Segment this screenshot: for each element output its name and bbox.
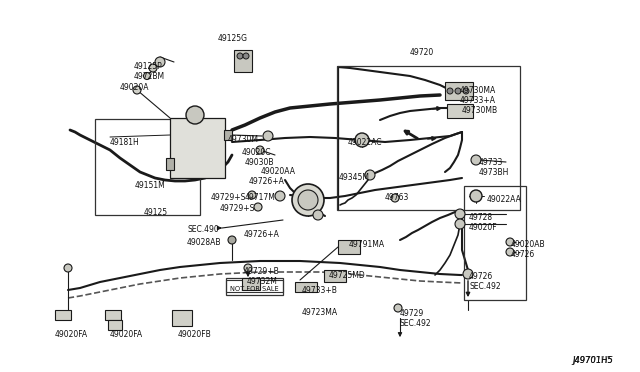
Bar [338, 240, 360, 254]
Circle shape [455, 209, 465, 219]
Bar [445, 82, 473, 100]
Circle shape [64, 264, 72, 272]
Circle shape [355, 133, 369, 147]
Circle shape [228, 236, 236, 244]
Text: 49730MB: 49730MB [462, 106, 498, 115]
Bar [166, 158, 174, 170]
Bar [55, 310, 71, 320]
Circle shape [292, 184, 324, 216]
Circle shape [186, 106, 204, 124]
Text: 49726: 49726 [511, 250, 535, 259]
Text: 49020A: 49020A [120, 83, 150, 92]
Circle shape [143, 73, 150, 80]
Text: 49728: 49728 [469, 213, 493, 222]
Circle shape [243, 53, 249, 59]
Text: 49345M: 49345M [339, 173, 370, 182]
Circle shape [248, 191, 256, 199]
Text: 49181H: 49181H [110, 138, 140, 147]
Circle shape [365, 170, 375, 180]
Text: 49020FA: 49020FA [55, 330, 88, 339]
Bar [108, 320, 122, 330]
Text: 49020AB: 49020AB [511, 240, 546, 249]
Text: 49020C: 49020C [242, 148, 271, 157]
Circle shape [155, 57, 165, 67]
Text: 49125: 49125 [144, 208, 168, 217]
Bar [170, 118, 225, 178]
Text: 49151M: 49151M [135, 181, 166, 190]
Text: 49726+A: 49726+A [244, 230, 280, 239]
Circle shape [313, 210, 323, 220]
Text: 49725MD: 49725MD [329, 271, 365, 280]
Circle shape [471, 155, 481, 165]
Text: 49730M: 49730M [228, 135, 259, 144]
Circle shape [391, 194, 399, 202]
Text: 49720: 49720 [410, 48, 435, 57]
Circle shape [244, 264, 252, 272]
Text: 49733: 49733 [479, 158, 504, 167]
Circle shape [133, 86, 141, 94]
Text: 49733+A: 49733+A [460, 96, 496, 105]
Text: 49028AB: 49028AB [187, 238, 221, 247]
Text: 49030B: 49030B [245, 158, 275, 167]
Bar [172, 310, 192, 326]
Circle shape [463, 269, 473, 279]
Text: 49763: 49763 [385, 193, 410, 202]
Bar [447, 104, 473, 118]
Circle shape [149, 64, 157, 72]
Text: 49022AC: 49022AC [348, 138, 383, 147]
Text: 49729+S: 49729+S [211, 193, 246, 202]
Circle shape [263, 131, 273, 141]
Text: 49125G: 49125G [218, 34, 248, 43]
Circle shape [237, 53, 243, 59]
Text: 49791MA: 49791MA [349, 240, 385, 249]
Text: 49723MA: 49723MA [302, 308, 338, 317]
Text: 49732M: 49732M [247, 277, 278, 286]
Circle shape [506, 238, 514, 246]
Circle shape [506, 248, 514, 256]
Text: 49726: 49726 [469, 272, 493, 281]
Circle shape [256, 146, 264, 154]
Circle shape [455, 219, 465, 229]
Text: 49717M: 49717M [245, 193, 276, 202]
Bar [105, 310, 121, 320]
Circle shape [470, 190, 482, 202]
Text: 49020FA: 49020FA [110, 330, 143, 339]
Bar [226, 280, 283, 292]
Text: 4972BM: 4972BM [134, 72, 165, 81]
Circle shape [447, 88, 453, 94]
Text: J49701H5: J49701H5 [572, 356, 613, 365]
Circle shape [455, 88, 461, 94]
Text: 49020AA: 49020AA [261, 167, 296, 176]
Text: SEC.492: SEC.492 [400, 319, 431, 328]
Text: NOT FOR SALE: NOT FOR SALE [230, 286, 278, 292]
Text: 49020FB: 49020FB [178, 330, 212, 339]
Bar [224, 130, 232, 140]
Bar [337, 66, 520, 210]
Circle shape [275, 191, 285, 201]
Bar [464, 186, 526, 300]
Text: 49733+B: 49733+B [302, 286, 338, 295]
Bar [234, 50, 252, 72]
Text: 49730MA: 49730MA [460, 86, 496, 95]
Bar [324, 270, 346, 282]
Bar [226, 278, 283, 295]
Text: 49020F: 49020F [469, 223, 498, 232]
Bar [242, 278, 260, 290]
Circle shape [394, 304, 402, 312]
Text: 49022AA: 49022AA [487, 195, 522, 204]
Text: 49729+S: 49729+S [220, 204, 255, 213]
Text: J49701H5: J49701H5 [572, 356, 612, 365]
Bar [95, 119, 200, 215]
Text: 49729: 49729 [400, 309, 424, 318]
Circle shape [463, 88, 469, 94]
Circle shape [298, 190, 318, 210]
Text: 49125P: 49125P [134, 62, 163, 71]
Circle shape [254, 203, 262, 211]
Text: SEC.490: SEC.490 [187, 225, 219, 234]
Text: 49726+A: 49726+A [249, 177, 285, 186]
Text: SEC.492: SEC.492 [470, 282, 502, 291]
Bar [295, 282, 317, 292]
Text: 4973BH: 4973BH [479, 168, 509, 177]
Text: 49729+B: 49729+B [244, 267, 280, 276]
